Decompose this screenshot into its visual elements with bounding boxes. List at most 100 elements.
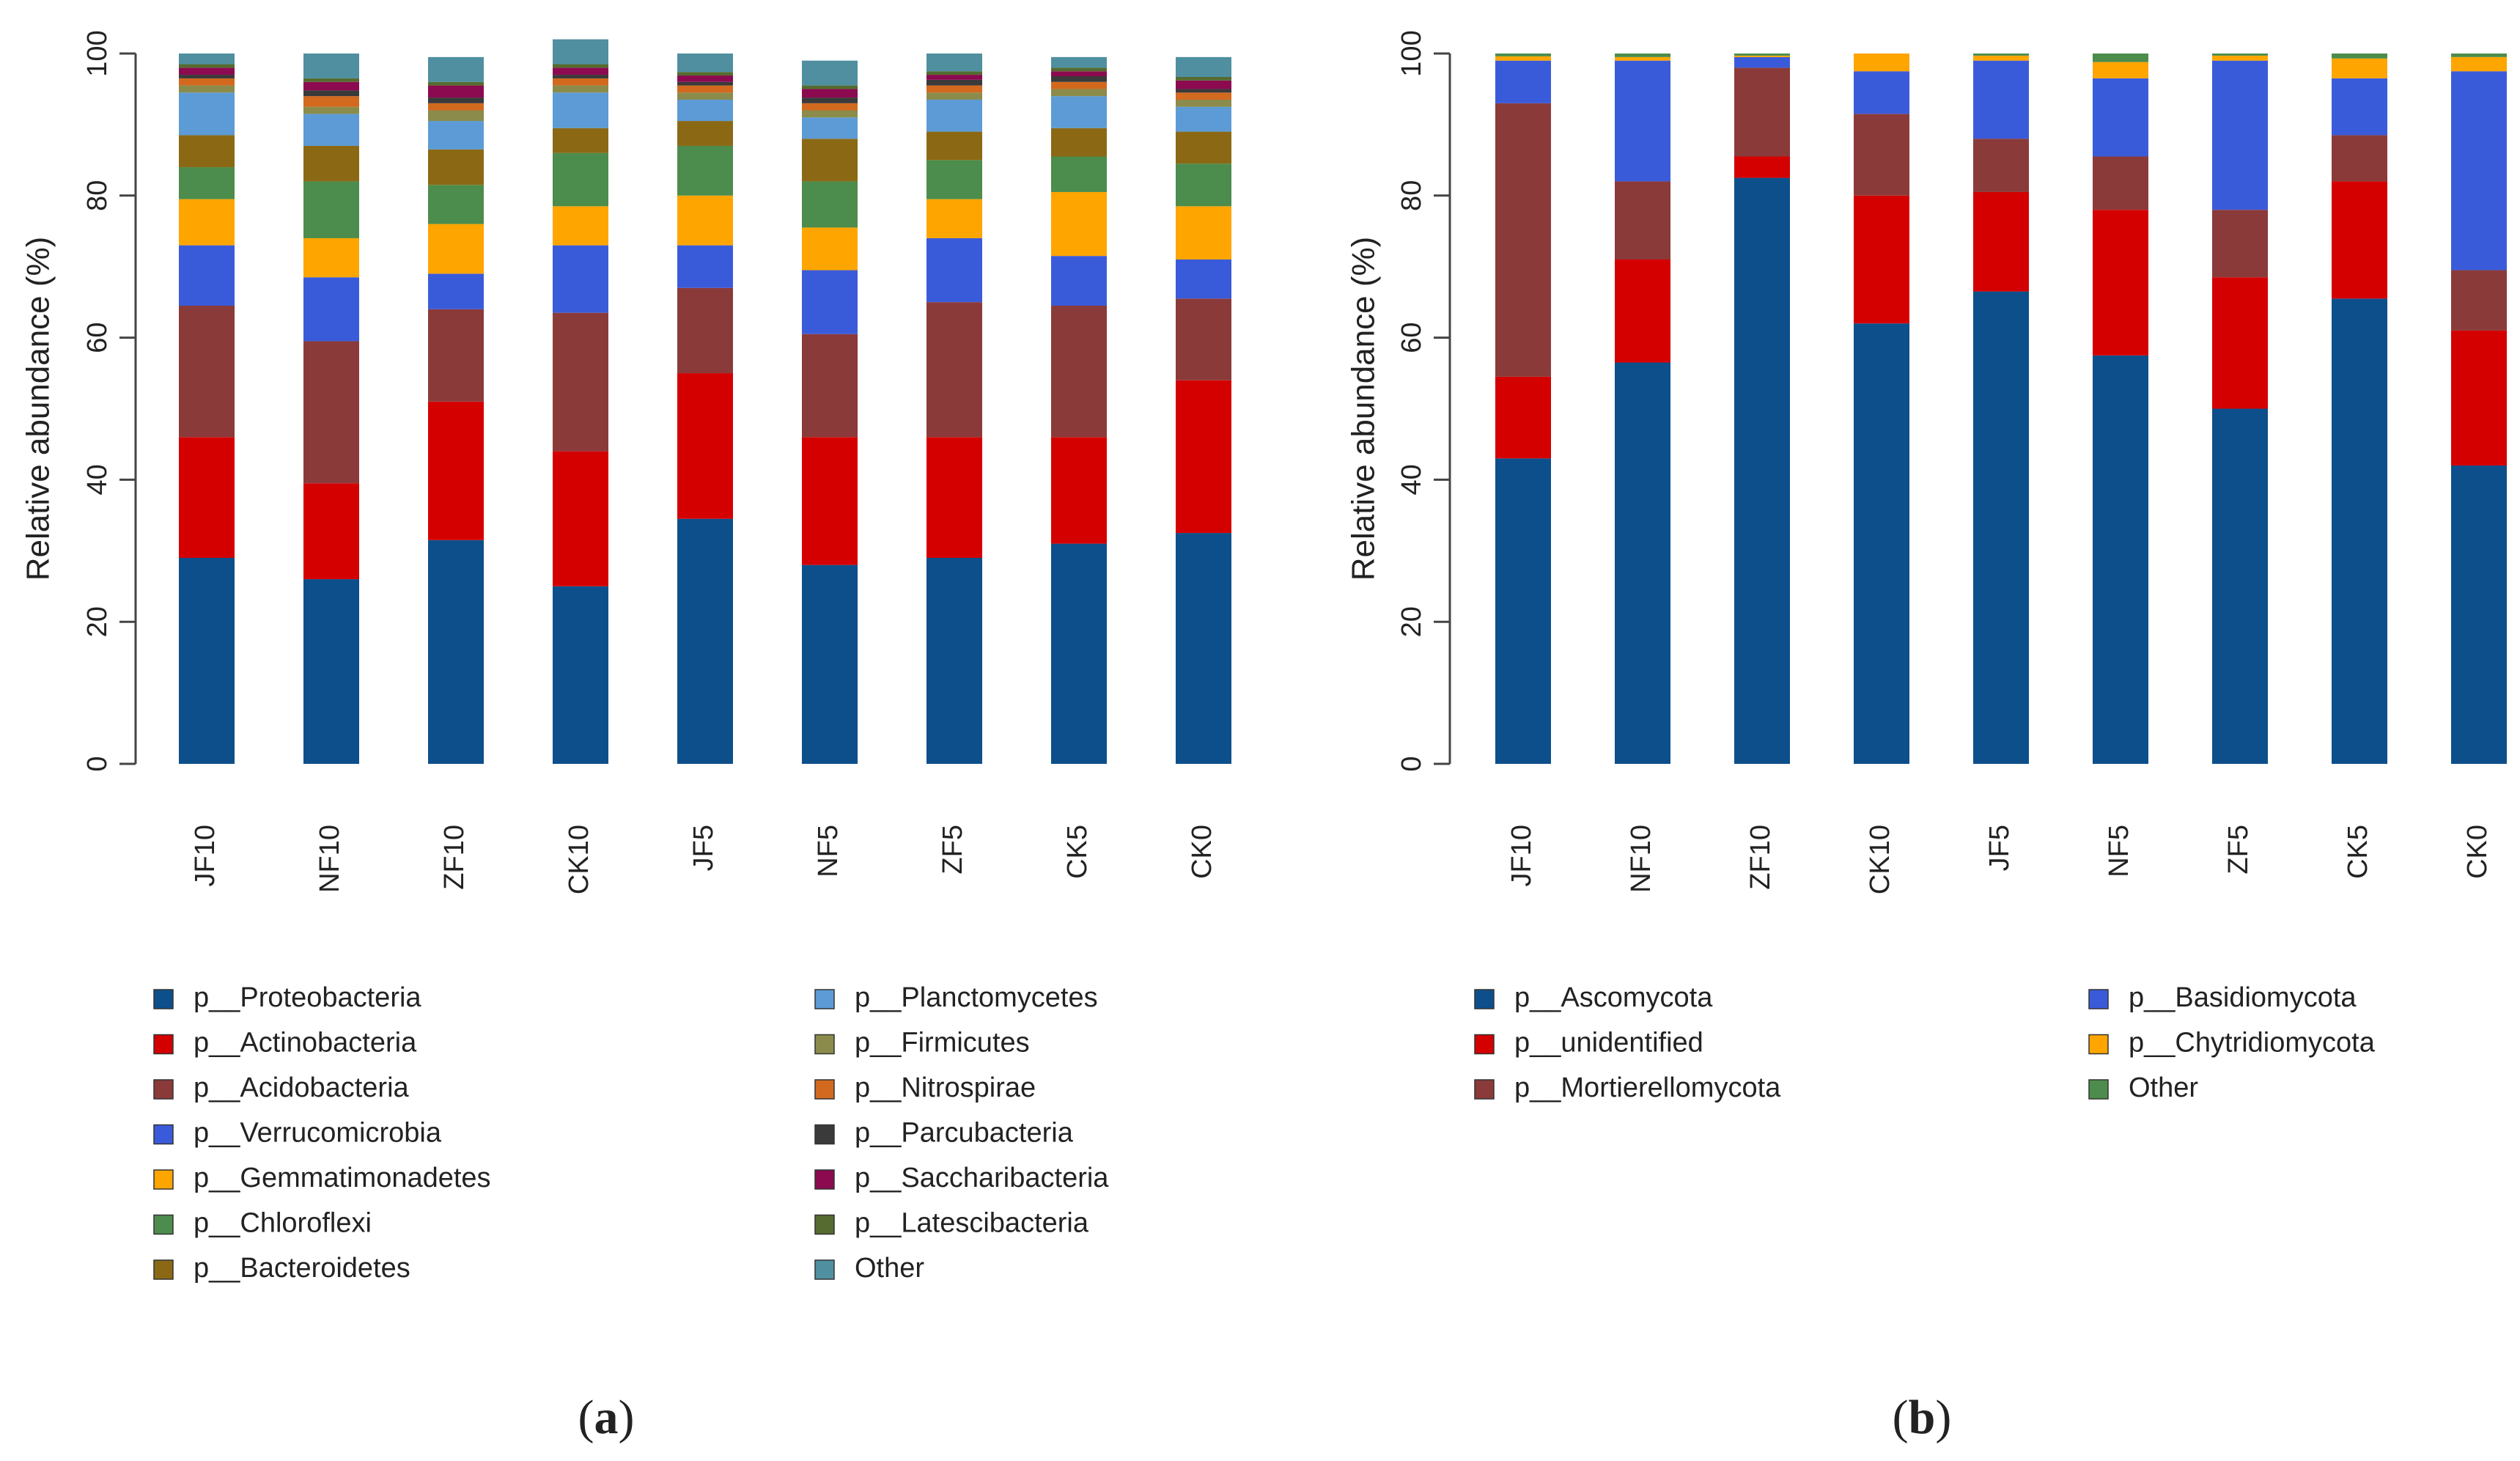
panel-a-bar-segment-CK5-p-planctomycetes bbox=[1051, 96, 1107, 128]
panel-a-bar-segment-JF5-p-latescibacteria bbox=[677, 72, 733, 76]
panel-a-bar-segment-ZF10-p-actinobacteria bbox=[428, 401, 484, 540]
panel-a-bar-segment-CK5-p-bacteroidetes bbox=[1051, 128, 1107, 157]
panel-a-chart: 0 20 40 60 80 100 Relative abundance (%) JF10 NF… bbox=[21, 30, 1231, 1444]
panel-a-bar-segment-ZF5-p-verrucomicrobia bbox=[926, 238, 982, 303]
panel-a-bar-segment-NF5-p-proteobacteria bbox=[802, 564, 858, 764]
panel-a-bar-segment-NF5-p-acidobacteria bbox=[802, 334, 858, 438]
panel-a-bar-segment-ZF5-p-parcubacteria bbox=[926, 79, 982, 86]
panel-a-bar-segment-NF5-p-chloroflexi bbox=[802, 181, 858, 228]
panel-a-bar-segment-ZF10-p-gemmatimonadetes bbox=[428, 224, 484, 274]
panel-a-bar-segment-JF5-p-nitrospirae bbox=[677, 85, 733, 93]
panel-a-bar-segment-NF10-p-planctomycetes bbox=[303, 114, 359, 146]
panel-b-bar-segment-CK10-p-basidiomycota bbox=[1854, 71, 1909, 114]
panel-a-legend-label: p__Saccharibacteria bbox=[855, 1163, 1109, 1193]
panel-b-bar-segment-JF5-p-unidentified bbox=[1973, 191, 2029, 292]
panel-a-bar-segment-NF5-p-planctomycetes bbox=[802, 117, 858, 139]
panel-b-x-tick-label: NF5 bbox=[2104, 825, 2134, 877]
panel-a-bar-segment-JF10-p-bacteroidetes bbox=[179, 135, 235, 168]
panel-a-bar-segment-CK10-p-gemmatimonadetes bbox=[553, 206, 608, 246]
panel-b-bar-segment-JF10-p-chytridiomycota bbox=[1495, 56, 1551, 61]
panel-b-x-tick-label: NF10 bbox=[1626, 825, 1657, 893]
panel-a-x-tick-label: CK0 bbox=[1187, 825, 1217, 879]
panel-a-bar-segment-ZF5-p-actinobacteria bbox=[926, 437, 982, 558]
panel-a-bar-segment-CK0-other bbox=[1176, 56, 1231, 77]
panel-a-bar-segment-CK0-p-actinobacteria bbox=[1176, 380, 1231, 534]
panel-a-bar-segment-JF5-other bbox=[677, 54, 733, 73]
panel-a-bar-segment-ZF5-p-bacteroidetes bbox=[926, 131, 982, 161]
panel-a-bar-segment-JF10-p-gemmatimonadetes bbox=[179, 199, 235, 246]
panel-a-x-tick-label: ZF10 bbox=[439, 825, 470, 890]
panel-a-bar-segment-CK0-p-firmicutes bbox=[1176, 99, 1231, 107]
panel-b-bar-segment-JF10-p-ascomycota bbox=[1495, 458, 1551, 764]
panel-a-bar-segment-ZF10-p-proteobacteria bbox=[428, 540, 484, 764]
panel-b-panel-label: (b) bbox=[1893, 1391, 1952, 1444]
panel-b-bar-segment-CK10-p-mortierellomycota bbox=[1854, 114, 1909, 196]
panel-a-bar-segment-ZF10-p-bacteroidetes bbox=[428, 149, 484, 185]
panel-b-bar-segment-JF5-p-chytridiomycota bbox=[1973, 55, 2029, 61]
panel-a-legend-swatch bbox=[814, 1169, 835, 1190]
panel-a-bar-segment-NF10-p-firmicutes bbox=[303, 106, 359, 114]
panel-b-bar-segment-NF5-p-mortierellomycota bbox=[2093, 156, 2148, 210]
panel-a-legend-label: p__Latescibacteria bbox=[855, 1208, 1089, 1239]
panel-b-y-tick-label: 80 bbox=[1396, 180, 1427, 211]
panel-a-bar-segment-JF5-p-saccharibacteria bbox=[677, 76, 733, 82]
panel-a-bar-segment-JF5-p-actinobacteria bbox=[677, 373, 733, 519]
panel-a-bar-segment-CK0-p-parcubacteria bbox=[1176, 89, 1231, 93]
panel-b-bar-segment-CK5-p-ascomycota bbox=[2332, 298, 2387, 764]
panel-b-bar-segment-JF10-p-mortierellomycota bbox=[1495, 103, 1551, 377]
panel-a-x-tick-label: JF10 bbox=[190, 825, 221, 886]
panel-a-bar-segment-JF5-p-verrucomicrobia bbox=[677, 245, 733, 288]
panel-b-legend-swatch bbox=[2088, 1079, 2109, 1100]
panel-a-bar-segment-JF10-p-latescibacteria bbox=[179, 64, 235, 68]
panel-b-bar-segment-JF5-p-basidiomycota bbox=[1973, 60, 2029, 139]
panel-a-bar-segment-ZF10-p-verrucomicrobia bbox=[428, 273, 484, 309]
panel-a-bar-segment-ZF10-p-saccharibacteria bbox=[428, 85, 484, 98]
panel-a-bar-segment-NF5-other bbox=[802, 60, 858, 86]
panel-a-bar-segment-CK5-p-saccharibacteria bbox=[1051, 71, 1107, 77]
panel-a-bar-segment-ZF10-p-planctomycetes bbox=[428, 121, 484, 150]
panel-a-bar-segment-ZF10-p-latescibacteria bbox=[428, 81, 484, 86]
panel-a-bar-segment-JF10-p-verrucomicrobia bbox=[179, 245, 235, 306]
panel-a-bar-segment-JF10-p-proteobacteria bbox=[179, 557, 235, 764]
panel-a-bar-segment-NF10-p-gemmatimonadetes bbox=[303, 238, 359, 278]
panel-a-bar-segment-CK5-p-nitrospirae bbox=[1051, 81, 1107, 89]
panel-a-legend-label: p__Parcubacteria bbox=[855, 1118, 1074, 1149]
panel-a-bar-segment-CK10-p-actinobacteria bbox=[553, 451, 608, 586]
panel-b-bar-segment-NF10-p-unidentified bbox=[1615, 260, 1670, 363]
panel-b-bar-segment-CK10-p-chytridiomycota bbox=[1854, 54, 1909, 72]
panel-a-bar-segment-CK0-p-acidobacteria bbox=[1176, 298, 1231, 380]
panel-a-bar-segment-CK0-p-gemmatimonadetes bbox=[1176, 206, 1231, 260]
panel-a-bar-segment-CK10-p-planctomycetes bbox=[553, 92, 608, 128]
panel-a-legend-swatch bbox=[814, 1079, 835, 1100]
panel-a-bar-segment-CK5-p-chloroflexi bbox=[1051, 156, 1107, 192]
panel-b-legend-swatch bbox=[1474, 989, 1495, 1009]
panel-a-bar-segment-NF10-p-latescibacteria bbox=[303, 78, 359, 82]
panel-b-legend-swatch bbox=[2088, 1034, 2109, 1055]
panel-b-bar-segment-JF10-other bbox=[1495, 54, 1551, 56]
panel-a-legend-label: p__Chloroflexi bbox=[194, 1208, 372, 1239]
panel-a-bar-segment-NF10-p-actinobacteria bbox=[303, 483, 359, 580]
panel-a-y-tick-label: 40 bbox=[82, 464, 113, 495]
panel-a-bar-segment-ZF5-other bbox=[926, 54, 982, 72]
panel-b-bar-segment-ZF10-p-chytridiomycota bbox=[1734, 55, 1790, 57]
panel-a-bar-segment-ZF5-p-latescibacteria bbox=[926, 71, 982, 76]
panel-a-y-tick-label: 100 bbox=[82, 30, 113, 76]
panel-a-legend-label: p__Verrucomicrobia bbox=[194, 1118, 442, 1149]
panel-b-bar-segment-JF5-other bbox=[1973, 54, 2029, 56]
panel-b-bar-segment-NF5-other bbox=[2093, 54, 2148, 62]
panel-a-legend-swatch bbox=[153, 1079, 174, 1100]
panel-a-x-tick-label: CK10 bbox=[564, 825, 594, 894]
panel-a-y-tick-label: 80 bbox=[82, 180, 113, 211]
panel-b-bar-segment-CK0-other bbox=[2451, 54, 2507, 57]
panel-a-bar-segment-ZF10-p-nitrospirae bbox=[428, 103, 484, 111]
panel-b-bar-segment-NF5-p-basidiomycota bbox=[2093, 78, 2148, 157]
panel-a-bar-segment-JF10-p-nitrospirae bbox=[179, 78, 235, 86]
panel-b-bar-segment-CK0-p-ascomycota bbox=[2451, 465, 2507, 764]
panel-b-panel-letter: b bbox=[1909, 1391, 1936, 1444]
panel-a-legend-swatch bbox=[153, 1214, 174, 1235]
panel-b-bar-segment-ZF5-p-basidiomycota bbox=[2212, 60, 2268, 210]
panel-b-bar-segment-ZF10-p-mortierellomycota bbox=[1734, 67, 1790, 157]
panel-a-bar-segment-NF5-p-parcubacteria bbox=[802, 97, 858, 103]
panel-a-bar-segment-CK0-p-saccharibacteria bbox=[1176, 80, 1231, 89]
panel-b-bar-segment-NF5-p-ascomycota bbox=[2093, 355, 2148, 764]
